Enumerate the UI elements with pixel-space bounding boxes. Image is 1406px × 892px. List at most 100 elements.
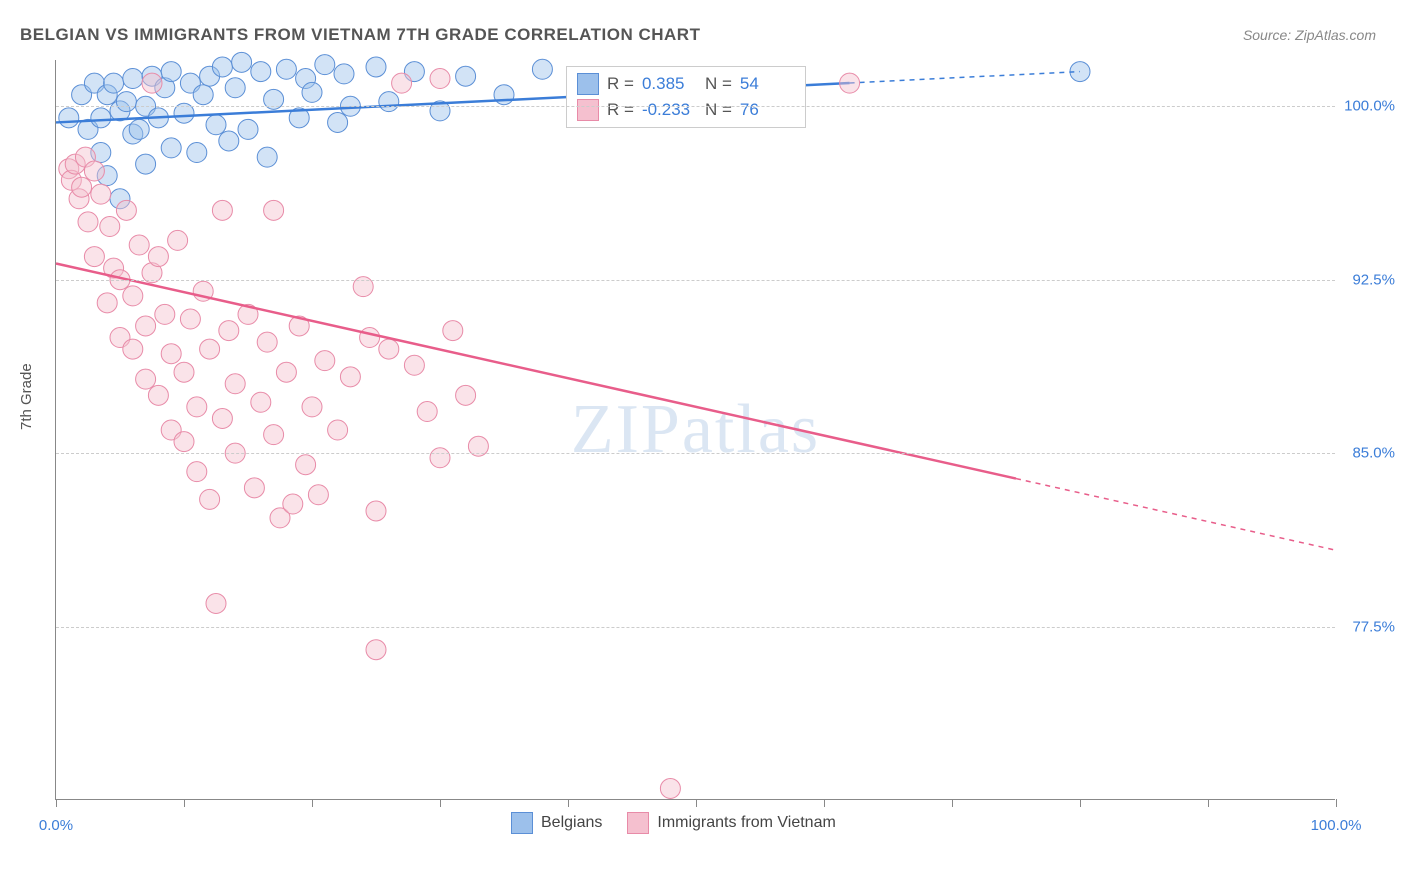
legend-swatch — [511, 812, 533, 834]
r-label: R = — [607, 74, 634, 94]
x-tick — [184, 799, 185, 807]
scatter-point — [276, 59, 296, 79]
gridline — [56, 627, 1335, 628]
legend-swatch — [577, 73, 599, 95]
scatter-point — [187, 143, 207, 163]
n-value: 54 — [740, 74, 795, 94]
scatter-point — [104, 73, 124, 93]
scatter-point — [161, 344, 181, 364]
scatter-point — [456, 66, 476, 86]
scatter-point — [129, 119, 149, 139]
scatter-point — [296, 455, 316, 475]
scatter-point — [200, 339, 220, 359]
chart-source: Source: ZipAtlas.com — [1243, 27, 1376, 43]
scatter-point — [84, 247, 104, 267]
scatter-point — [308, 485, 328, 505]
scatter-point — [360, 328, 380, 348]
scatter-point — [334, 64, 354, 84]
scatter-point — [430, 69, 450, 89]
n-label: N = — [705, 100, 732, 120]
x-tick — [952, 799, 953, 807]
y-axis-label: 7th Grade — [18, 363, 35, 430]
scatter-point — [59, 108, 79, 128]
scatter-point — [212, 408, 232, 428]
scatter-point — [161, 62, 181, 82]
scatter-point — [72, 177, 92, 197]
scatter-point — [168, 230, 188, 250]
gridline — [56, 280, 1335, 281]
scatter-point — [91, 184, 111, 204]
trendline-dashed — [1016, 479, 1336, 551]
r-value: 0.385 — [642, 74, 697, 94]
scatter-point — [232, 52, 252, 72]
legend-swatch — [627, 812, 649, 834]
scatter-point — [142, 73, 162, 93]
scatter-point — [264, 200, 284, 220]
scatter-point — [328, 112, 348, 132]
scatter-point — [264, 425, 284, 445]
scatter-point — [116, 200, 136, 220]
scatter-svg — [56, 60, 1336, 800]
scatter-point — [257, 332, 277, 352]
scatter-point — [283, 494, 303, 514]
scatter-point — [251, 392, 271, 412]
scatter-point — [187, 462, 207, 482]
y-tick-label: 92.5% — [1352, 271, 1395, 288]
y-tick-label: 100.0% — [1344, 98, 1395, 115]
gridline — [56, 453, 1335, 454]
scatter-point — [430, 448, 450, 468]
scatter-point — [116, 92, 136, 112]
scatter-point — [379, 339, 399, 359]
scatter-point — [340, 367, 360, 387]
legend-stat-row: R = 0.385 N = 54 — [577, 71, 795, 97]
scatter-point — [404, 355, 424, 375]
x-tick — [1336, 799, 1337, 807]
scatter-point — [136, 369, 156, 389]
scatter-point — [660, 778, 680, 798]
scatter-point — [193, 85, 213, 105]
scatter-point — [129, 235, 149, 255]
n-value: 76 — [740, 100, 795, 120]
legend-label: Immigrants from Vietnam — [657, 814, 835, 832]
scatter-point — [180, 309, 200, 329]
scatter-point — [225, 374, 245, 394]
r-value: -0.233 — [642, 100, 697, 120]
chart-header: BELGIAN VS IMMIGRANTS FROM VIETNAM 7TH G… — [0, 0, 1406, 55]
scatter-point — [219, 321, 239, 341]
scatter-point — [417, 402, 437, 422]
scatter-point — [100, 217, 120, 237]
scatter-point — [315, 55, 335, 75]
x-tick — [568, 799, 569, 807]
scatter-point — [161, 138, 181, 158]
scatter-point — [136, 154, 156, 174]
scatter-point — [392, 73, 412, 93]
n-label: N = — [705, 74, 732, 94]
scatter-point — [840, 73, 860, 93]
x-tick — [696, 799, 697, 807]
scatter-point — [366, 501, 386, 521]
x-tick — [824, 799, 825, 807]
series-legend: Belgians Immigrants from Vietnam — [511, 812, 836, 834]
gridline — [56, 106, 1335, 107]
scatter-point — [302, 397, 322, 417]
scatter-point — [257, 147, 277, 167]
x-tick-label: 100.0% — [1311, 817, 1362, 834]
scatter-point — [148, 385, 168, 405]
x-tick — [1080, 799, 1081, 807]
legend-item: Belgians — [511, 812, 602, 834]
scatter-point — [302, 82, 322, 102]
trendline-dashed — [850, 72, 1080, 83]
scatter-point — [200, 489, 220, 509]
scatter-point — [225, 78, 245, 98]
scatter-point — [123, 286, 143, 306]
scatter-point — [174, 362, 194, 382]
scatter-point — [366, 57, 386, 77]
scatter-point — [206, 593, 226, 613]
scatter-point — [328, 420, 348, 440]
legend-label: Belgians — [541, 814, 602, 832]
x-tick-label: 0.0% — [39, 817, 73, 834]
x-tick — [1208, 799, 1209, 807]
scatter-point — [212, 57, 232, 77]
scatter-point — [136, 316, 156, 336]
x-tick — [312, 799, 313, 807]
